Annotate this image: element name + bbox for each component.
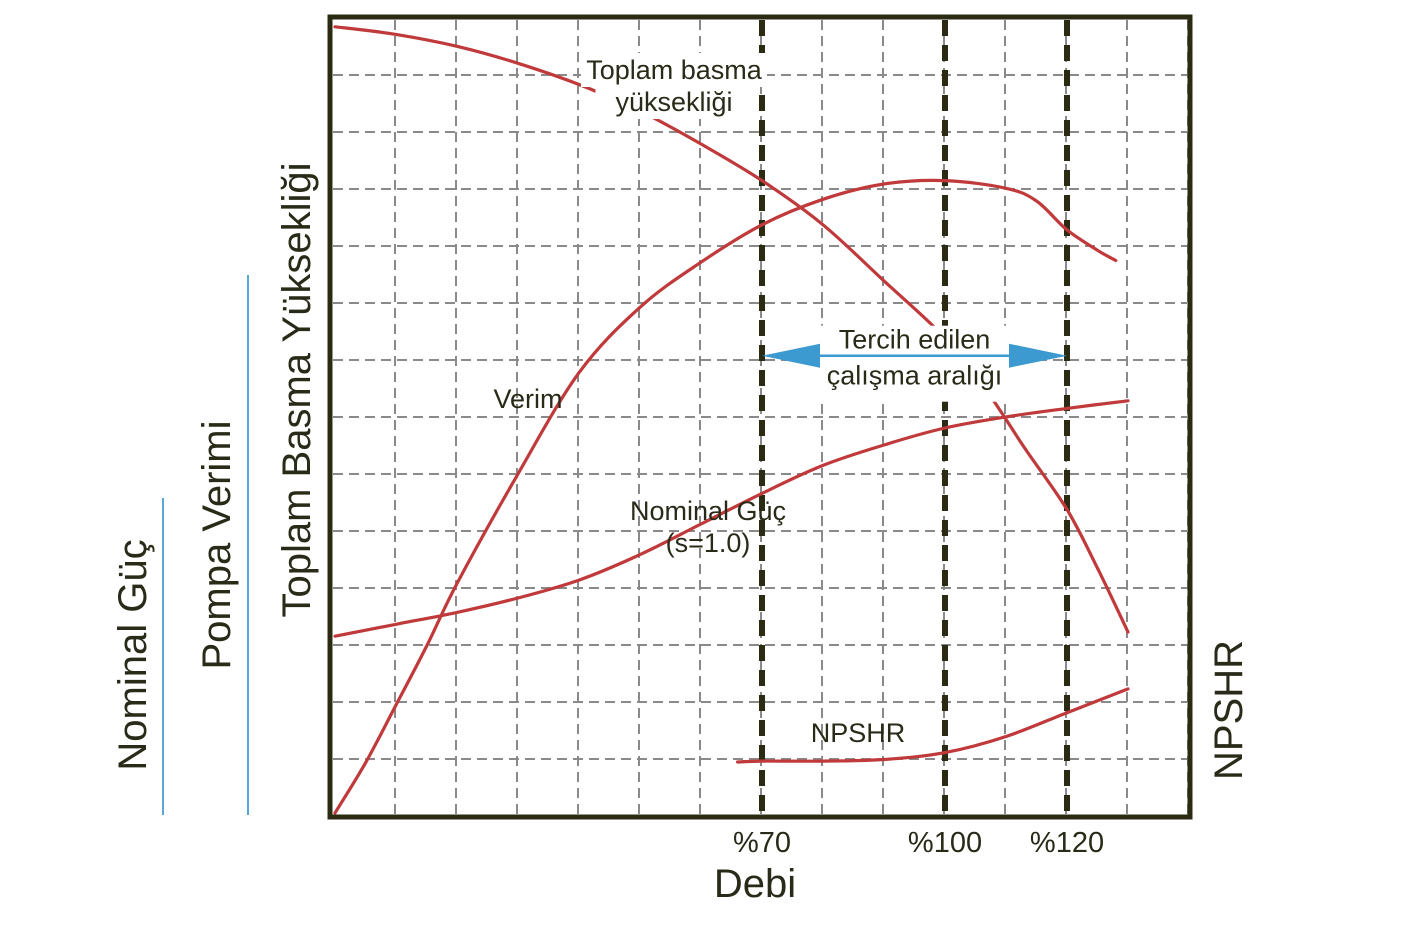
annotation-text: çalışma aralığı	[827, 361, 1003, 391]
annotation-arrow-right-head	[1009, 343, 1067, 368]
right-axis-label-npshr: NPSHR	[1207, 640, 1251, 780]
left-axis-label-head: Toplam Basma Yüksekliği	[275, 162, 319, 617]
power-curve-label: (s=1.0)	[666, 528, 751, 558]
x-axis-title: Debi	[714, 862, 796, 906]
npshr-curve-label: NPSHR	[811, 718, 906, 748]
head-curve-label-background	[595, 85, 753, 119]
efficiency-curve	[333, 178, 1118, 815]
head-curve-label: yüksekliği	[615, 87, 732, 117]
left-axis-label-efficiency: Pompa Verimi	[195, 421, 239, 670]
npshr-curve	[736, 687, 1130, 764]
head-curve	[333, 25, 1130, 634]
power-curve	[333, 399, 1130, 638]
annotation-background	[814, 325, 1015, 402]
annotation-arrow-left-head	[762, 343, 820, 368]
x-tick-label: %70	[733, 827, 791, 859]
left-axis-label-power: Nominal Güç	[111, 539, 155, 770]
x-tick-label: %100	[908, 827, 982, 859]
series-curves	[333, 25, 1130, 815]
efficiency-curve-label: Verim	[493, 384, 562, 414]
annotation: Tercih edilen çalışma aralığı	[762, 325, 1067, 402]
reference-lines	[759, 20, 1070, 814]
x-tick-label: %120	[1030, 827, 1104, 859]
plot-frame	[327, 14, 1193, 820]
power-curve-label: Nominal Güç	[630, 496, 786, 526]
head-curve-label: Toplam basma	[586, 55, 763, 85]
head-curve-label-background	[581, 53, 767, 87]
annotation-text: Tercih edilen	[839, 325, 991, 355]
